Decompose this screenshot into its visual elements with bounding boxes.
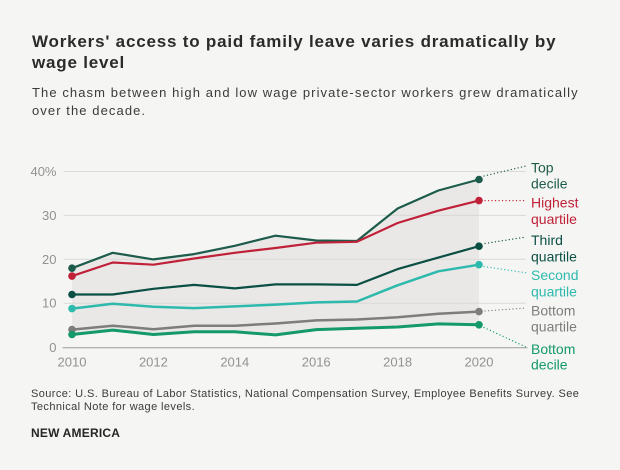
svg-text:quartile: quartile	[531, 249, 577, 265]
svg-text:quartile: quartile	[531, 319, 577, 335]
svg-text:Top: Top	[531, 160, 554, 176]
svg-text:2018: 2018	[383, 355, 412, 370]
svg-text:2020: 2020	[465, 355, 494, 370]
svg-text:Third: Third	[531, 232, 563, 248]
svg-text:2014: 2014	[220, 355, 249, 370]
svg-text:30: 30	[42, 208, 56, 223]
svg-text:Bottom: Bottom	[531, 302, 575, 318]
svg-text:Bottom: Bottom	[531, 341, 575, 357]
svg-text:decile: decile	[531, 357, 568, 373]
svg-text:quartile: quartile	[531, 211, 577, 227]
svg-text:10: 10	[42, 296, 56, 311]
svg-text:2012: 2012	[139, 355, 168, 370]
svg-text:40%: 40%	[30, 164, 56, 179]
svg-text:0: 0	[49, 340, 56, 355]
svg-text:Second: Second	[531, 267, 578, 283]
svg-text:Highest: Highest	[531, 195, 579, 211]
svg-text:decile: decile	[531, 176, 568, 192]
svg-text:2016: 2016	[302, 355, 331, 370]
svg-text:2010: 2010	[58, 355, 87, 370]
svg-text:20: 20	[42, 252, 56, 267]
svg-text:quartile: quartile	[531, 284, 577, 300]
